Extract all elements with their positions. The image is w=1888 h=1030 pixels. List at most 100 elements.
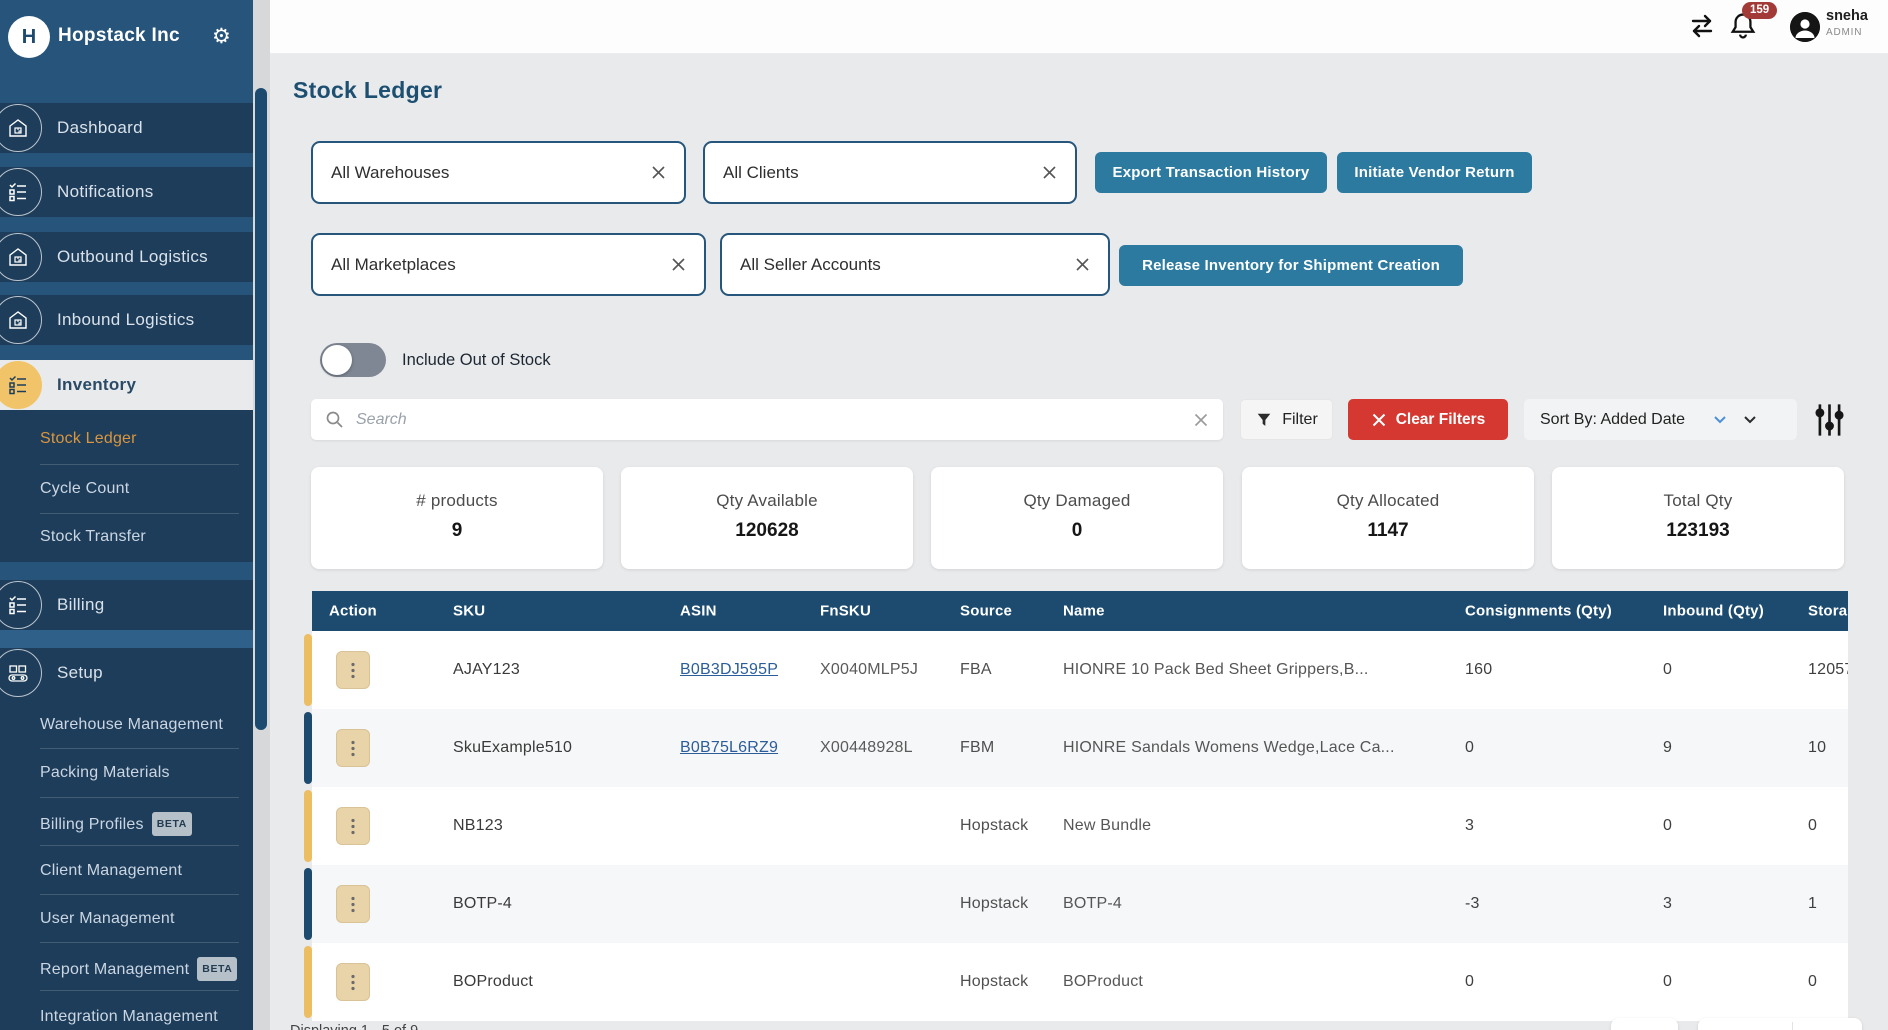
pagination-button[interactable] (1611, 1018, 1678, 1030)
sidebar-subitem-integration-management[interactable]: Integration Management (40, 1007, 247, 1027)
cell-inbound: 0 (1663, 973, 1673, 990)
clear-icon (1371, 412, 1387, 428)
search-bar (311, 399, 1223, 440)
cell-storage: 1 (1808, 895, 1818, 912)
sidebar-subitem-cycle-count[interactable]: Cycle Count (40, 480, 130, 497)
warehouses-dropdown[interactable]: All Warehouses (311, 141, 686, 204)
divider (40, 797, 239, 798)
sort-by-dropdown[interactable]: Sort By: Added Date (1524, 399, 1797, 440)
pagination-button-group[interactable] (1698, 1018, 1862, 1030)
sidebar-item-dashboard[interactable]: Dashboard (0, 103, 253, 153)
sidebar-item-label: Setup (57, 663, 103, 682)
sidebar-subitem-client-management[interactable]: Client Management (40, 861, 247, 881)
initiate-vendor-return-button[interactable]: Initiate Vendor Return (1337, 152, 1532, 193)
warehouse-icon (0, 233, 42, 281)
sidebar-item-notifications[interactable]: Notifications (0, 167, 253, 217)
marketplaces-dropdown[interactable]: All Marketplaces (311, 233, 706, 296)
cell-inbound: 9 (1663, 739, 1673, 756)
filter-button[interactable]: Filter (1240, 399, 1333, 440)
cell-name: HIONRE 10 Pack Bed Sheet Grippers,B... (1063, 661, 1369, 678)
row-actions-menu-button[interactable] (336, 729, 370, 767)
stat-label: Qty Available (716, 491, 818, 510)
col-inbound: Inbound (Qty) (1663, 602, 1764, 620)
col-consignments: Consignments (Qty) (1465, 602, 1612, 620)
col-action: Action (329, 602, 377, 620)
subitem-label: Integration Management (40, 1008, 218, 1025)
page-scrollbar-thumb[interactable] (255, 88, 267, 730)
row-accent-bar (304, 634, 312, 706)
sidebar-item-inventory[interactable]: Inventory (0, 360, 253, 410)
divider (40, 513, 239, 514)
toggle-label: Include Out of Stock (402, 351, 551, 369)
clients-dropdown[interactable]: All Clients (703, 141, 1077, 204)
divider (40, 894, 239, 895)
sidebar-item-inbound-logistics[interactable]: Inbound Logistics (0, 295, 253, 345)
chevron-down-icon[interactable] (1743, 415, 1757, 425)
clear-marketplaces-icon[interactable] (671, 257, 686, 272)
cell-name: BOTP-4 (1063, 895, 1122, 912)
column-settings-icon[interactable] (1813, 402, 1846, 438)
warehouses-dropdown-value: All Warehouses (331, 162, 450, 182)
beta-badge: BETA (151, 812, 192, 836)
user-name[interactable]: sneha (1826, 8, 1868, 24)
cell-inbound: 0 (1663, 661, 1673, 678)
cell-name: BOProduct (1063, 973, 1144, 990)
page-title: Stock Ledger (293, 77, 443, 103)
seller-accounts-dropdown[interactable]: All Seller Accounts (720, 233, 1110, 296)
page-scrollbar-track[interactable] (253, 0, 270, 1030)
sidebar-item-outbound-logistics[interactable]: Outbound Logistics (0, 232, 253, 282)
table-row: AJAY123 B0B3DJ595P X0040MLP5J FBA HIONRE… (304, 631, 1848, 709)
switch-account-icon[interactable] (1688, 13, 1716, 39)
sidebar-subitem-warehouse-management[interactable]: Warehouse Management (40, 715, 247, 735)
sidebar-subitem-billing-profiles[interactable]: Billing Profiles BETA (40, 812, 247, 836)
sidebar-subitem-packing-materials[interactable]: Packing Materials (40, 763, 247, 783)
gear-icon[interactable]: ⚙ (212, 25, 231, 48)
warehouse-icon (0, 296, 42, 344)
checklist-icon (0, 168, 42, 216)
clear-seller-accounts-icon[interactable] (1075, 257, 1090, 272)
clear-clients-icon[interactable] (1042, 165, 1057, 180)
stat-label: # products (416, 491, 498, 510)
table-header: Action SKU ASIN FnSKU Source Name Consig… (312, 591, 1848, 631)
sidebar-item-setup[interactable]: Setup (0, 648, 253, 698)
logo-letter: H (21, 25, 37, 48)
stat-card-qty-damaged: Qty Damaged 0 (931, 467, 1223, 569)
warehouse-icon (0, 104, 42, 152)
sidebar-subitem-user-management[interactable]: User Management (40, 909, 247, 929)
sidebar-item-billing[interactable]: Billing (0, 580, 253, 630)
stat-card-total-qty: Total Qty 123193 (1552, 467, 1844, 569)
stat-value: 1147 (1367, 520, 1409, 541)
release-inventory-button[interactable]: Release Inventory for Shipment Creation (1119, 245, 1463, 286)
subitem-label: Client Management (40, 862, 183, 879)
stat-label: Qty Damaged (1023, 491, 1131, 510)
col-sku: SKU (453, 602, 486, 620)
stock-ledger-table: Action SKU ASIN FnSKU Source Name Consig… (304, 591, 1848, 1021)
search-input[interactable] (356, 410, 1193, 429)
cell-fnsku: X00448928L (820, 739, 913, 756)
row-actions-menu-button[interactable] (336, 651, 370, 689)
hopstack-logo: H (8, 16, 50, 58)
avatar[interactable] (1790, 12, 1820, 42)
col-source: Source (960, 602, 1013, 620)
cell-consignments: 0 (1465, 973, 1475, 990)
cell-asin-link[interactable]: B0B75L6RZ9 (680, 739, 779, 756)
search-icon (325, 410, 344, 429)
cell-asin-link[interactable]: B0B3DJ595P (680, 661, 779, 678)
row-actions-menu-button[interactable] (336, 885, 370, 923)
chevron-down-icon[interactable] (1713, 415, 1727, 425)
include-out-of-stock-toggle[interactable] (320, 343, 386, 377)
notification-count-badge[interactable]: 159 (1742, 2, 1778, 19)
sidebar-subitem-report-management[interactable]: Report Management BETA (40, 957, 247, 981)
cell-consignments: -3 (1465, 895, 1480, 912)
clear-warehouses-icon[interactable] (651, 165, 666, 180)
col-fnsku: FnSKU (820, 602, 871, 620)
export-transaction-history-button[interactable]: Export Transaction History (1095, 152, 1327, 193)
sidebar-subitem-stock-transfer[interactable]: Stock Transfer (40, 528, 146, 545)
clear-search-icon[interactable] (1193, 412, 1209, 428)
table-row: BOProduct Hopstack BOProduct 0 0 0 (304, 943, 1848, 1021)
cell-sku: NB123 (453, 817, 503, 834)
clear-filters-button[interactable]: Clear Filters (1348, 399, 1508, 440)
row-actions-menu-button[interactable] (336, 963, 370, 1001)
row-actions-menu-button[interactable] (336, 807, 370, 845)
sidebar-subitem-stock-ledger[interactable]: Stock Ledger (40, 430, 137, 447)
